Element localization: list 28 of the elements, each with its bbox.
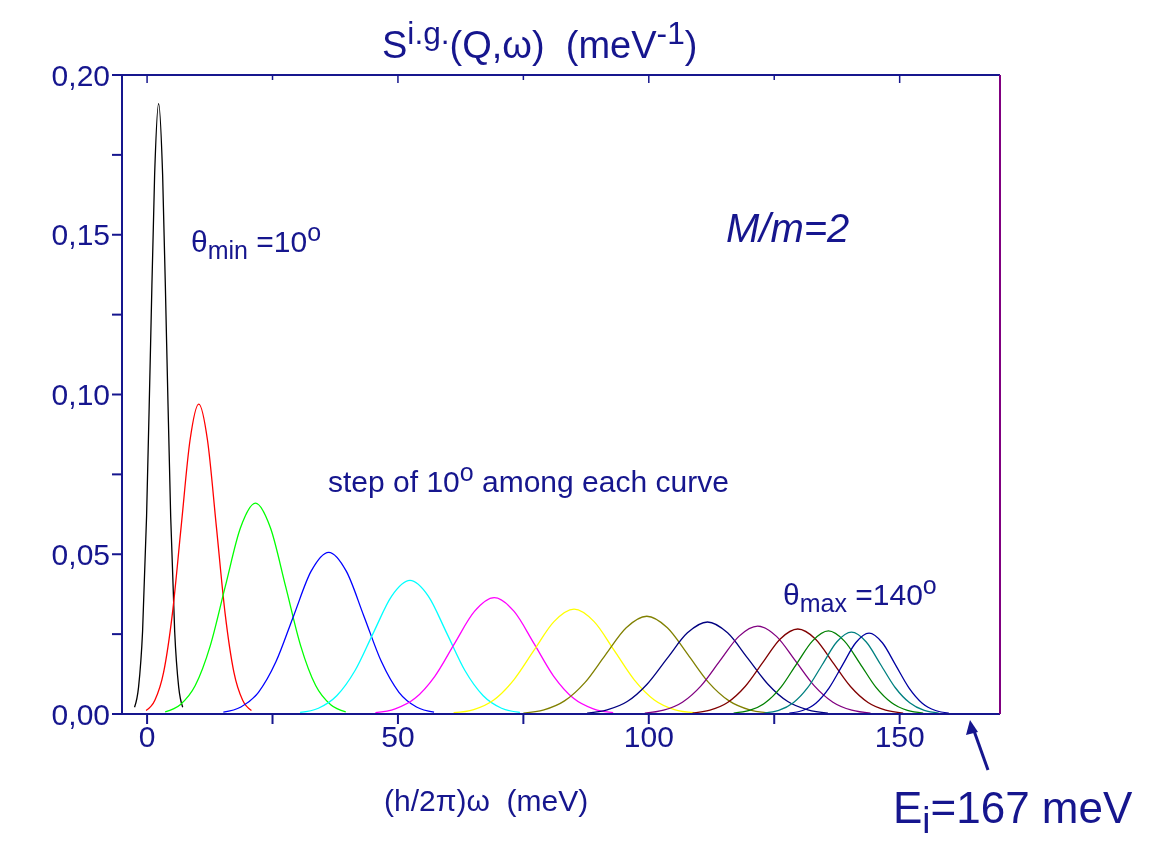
- line-series: [374, 597, 614, 714]
- y-tick-label: 0,05: [51, 537, 110, 571]
- annotation: M/m=2: [726, 206, 850, 250]
- annotation: step of 10$^{o}$ among each curve: [328, 458, 729, 498]
- line-series: [164, 502, 347, 713]
- line-series: [763, 631, 940, 714]
- line-series: [133, 103, 184, 708]
- line-series: [145, 403, 253, 712]
- x-tick-label: 100: [623, 720, 674, 754]
- line-series: [644, 625, 872, 714]
- x-axis-title: (h/2π)ω (meV): [384, 784, 589, 817]
- line-series: [691, 628, 904, 714]
- line-series: [222, 551, 435, 713]
- line-series: [299, 579, 521, 714]
- chart-title: S$^{i.g.}$(Q,ω) (meV$^{-1}$): [382, 15, 698, 66]
- x-tick-label: 150: [874, 720, 925, 754]
- text: E$_{i}$=167 meV: [893, 783, 1133, 841]
- y-tick-label: 0,10: [51, 378, 110, 412]
- y-tick-label: 0,20: [51, 58, 110, 92]
- line-series: [788, 632, 950, 714]
- x-tick-label: 50: [381, 720, 415, 754]
- x-tick-label: 0: [138, 720, 156, 754]
- annotation: θ$_{max}$ =140$^{o}$: [783, 571, 937, 617]
- y-tick-label: 0,00: [51, 697, 110, 731]
- line-series: [732, 630, 924, 714]
- line-series: [586, 621, 829, 714]
- y-tick-label: 0,15: [51, 218, 110, 252]
- annotation: θ$_{min}$ =10$^{o}$: [191, 218, 322, 264]
